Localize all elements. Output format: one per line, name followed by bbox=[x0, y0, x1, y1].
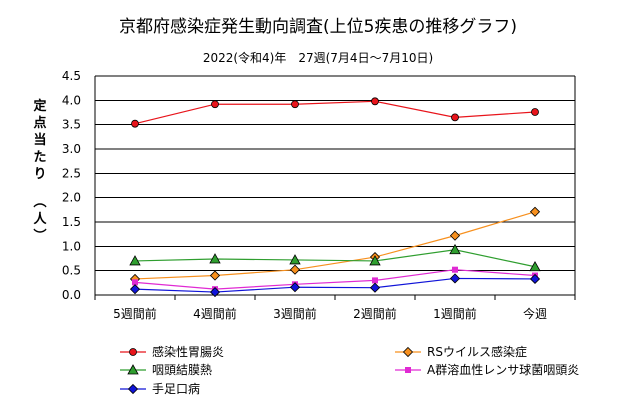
data-point bbox=[129, 284, 141, 295]
data-point bbox=[131, 119, 139, 128]
series-layer bbox=[129, 97, 541, 298]
legend-marker bbox=[127, 364, 139, 375]
series-2 bbox=[129, 206, 541, 285]
y-axis-label: 定点当たり︵人︶ bbox=[32, 98, 47, 244]
chart-title: 京都府感染症発生動向調査(上位5疾患の推移グラフ) bbox=[119, 17, 517, 37]
data-point bbox=[451, 113, 459, 122]
series-1 bbox=[131, 97, 539, 128]
legend-item: A群溶血性レンサ球菌咽頭炎 bbox=[395, 362, 579, 377]
data-point bbox=[372, 277, 378, 284]
series-5 bbox=[129, 273, 541, 298]
y-tick-label: 1.0 bbox=[62, 239, 81, 253]
data-point bbox=[291, 100, 299, 109]
legend-label: 感染性胃腸炎 bbox=[152, 344, 224, 359]
legend-label: 咽頭結膜熱 bbox=[152, 363, 212, 377]
y-tick-label: 4.0 bbox=[62, 93, 81, 107]
data-point bbox=[449, 230, 461, 241]
legend-marker bbox=[129, 348, 137, 356]
data-point bbox=[452, 266, 458, 273]
legend-label: 手足口病 bbox=[152, 381, 200, 396]
legend-marker bbox=[405, 367, 411, 373]
data-point bbox=[449, 243, 461, 255]
x-tick-label: 5週間前 bbox=[113, 306, 157, 321]
x-tick-label: 2週間前 bbox=[353, 306, 397, 321]
data-point bbox=[129, 255, 141, 266]
data-point bbox=[209, 253, 221, 264]
y-tick-label: 3.5 bbox=[62, 118, 81, 132]
data-point bbox=[211, 100, 219, 109]
legend-item: RSウイルス感染症 bbox=[395, 344, 527, 359]
series-line bbox=[134, 249, 536, 268]
data-point bbox=[449, 273, 461, 284]
data-point bbox=[529, 206, 541, 217]
data-point bbox=[531, 108, 539, 116]
data-point bbox=[289, 254, 301, 265]
y-axis-title: 定点当たり︵人︶ bbox=[32, 98, 47, 244]
series-line bbox=[134, 277, 536, 293]
y-axis-tick-labels: 0.0 0.5 1.0 1.5 2.0 2.5 3.0 3.5 4.0 4.5 bbox=[62, 69, 81, 302]
y-tick-label: 4.5 bbox=[62, 69, 81, 83]
chart-subtitle: 2022(令和4)年 27週(7月4日～7月10日) bbox=[203, 50, 433, 65]
data-point bbox=[369, 282, 381, 293]
legend-marker bbox=[127, 383, 139, 395]
data-point bbox=[529, 260, 541, 272]
legend-marker bbox=[402, 346, 414, 358]
data-point bbox=[209, 270, 221, 281]
data-point bbox=[289, 282, 301, 293]
x-tick-label: 1週間前 bbox=[433, 306, 477, 321]
y-tick-label: 0.5 bbox=[62, 264, 81, 278]
x-tick-label: 4週間前 bbox=[193, 306, 237, 321]
y-tick-label: 1.5 bbox=[62, 215, 81, 229]
y-tick-label: 2.5 bbox=[62, 166, 81, 180]
series-line bbox=[134, 211, 536, 280]
series-3 bbox=[129, 243, 541, 272]
x-axis-tick-labels: 5週間前 4週間前 3週間前 2週間前 1週間前 今週 bbox=[113, 306, 547, 321]
series-line bbox=[134, 269, 536, 290]
legend-item: 咽頭結膜熱 bbox=[120, 363, 212, 377]
data-point bbox=[209, 287, 221, 298]
data-point bbox=[289, 264, 301, 275]
x-tick-label: 3週間前 bbox=[273, 306, 317, 321]
legend-label: RSウイルス感染症 bbox=[427, 344, 527, 359]
series-line bbox=[134, 100, 536, 125]
y-tick-label: 2.0 bbox=[62, 191, 81, 205]
data-point bbox=[529, 273, 541, 285]
legend-label: A群溶血性レンサ球菌咽頭炎 bbox=[427, 362, 579, 377]
y-tick-label: 0.0 bbox=[62, 288, 81, 302]
data-point bbox=[371, 97, 379, 106]
legend-item: 手足口病 bbox=[120, 381, 200, 396]
data-point bbox=[369, 255, 381, 266]
legend-item: 感染性胃腸炎 bbox=[120, 344, 224, 359]
x-tick-label: 今週 bbox=[523, 306, 547, 321]
data-point bbox=[132, 279, 138, 286]
gridlines bbox=[94, 75, 576, 300]
y-tick-label: 3.0 bbox=[62, 142, 81, 156]
